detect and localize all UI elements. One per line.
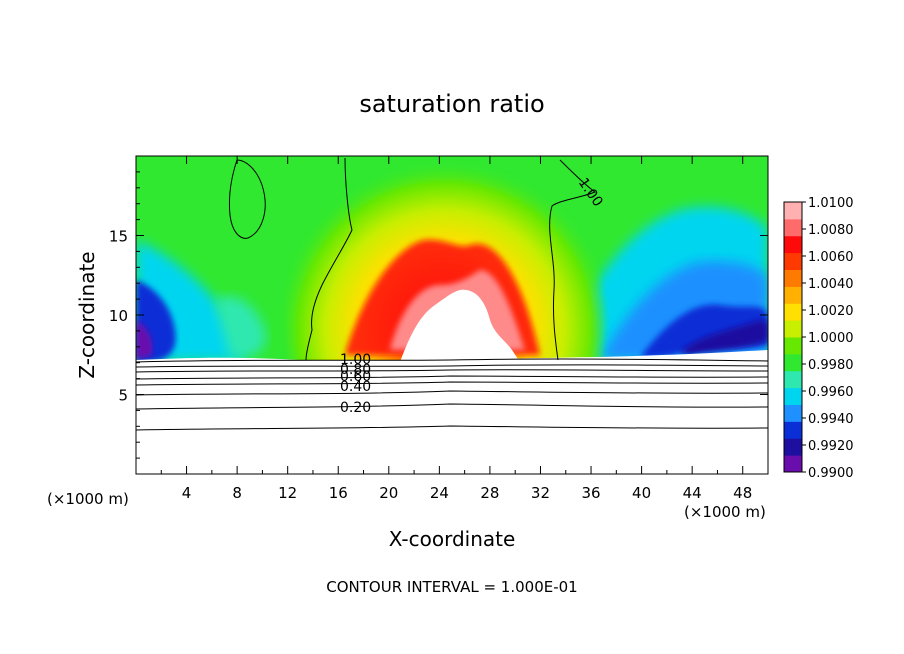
colorbar-swatch xyxy=(784,353,802,372)
colorbar-label: 1.0100 xyxy=(808,196,854,211)
y-tick-label: 10 xyxy=(109,307,128,325)
contour-interval-note: CONTOUR INTERVAL = 1.000E-01 xyxy=(326,578,577,596)
colorbar-swatch xyxy=(784,218,802,237)
x-tick-label: 44 xyxy=(683,484,702,502)
y-tick-label: 5 xyxy=(118,387,128,405)
contour-dome-left xyxy=(305,157,353,361)
colorbar-swatch xyxy=(784,455,802,473)
contour-level-8 xyxy=(136,425,768,431)
colorbar-label: 1.0020 xyxy=(808,304,854,319)
x-axis-ticks: 4 8 12 16 20 24 28 32 36 40 44 48 xyxy=(160,156,752,502)
colorbar-swatch xyxy=(784,421,802,439)
x-tick-label: 24 xyxy=(430,484,449,502)
colorbar-swatch xyxy=(784,387,802,405)
x-tick-label: 32 xyxy=(531,484,550,502)
contour-upper-left-lobe xyxy=(229,159,266,239)
contour-level-2 xyxy=(136,364,768,368)
colorbar-label: 0.9920 xyxy=(808,439,854,454)
colorbar-swatch xyxy=(784,404,802,422)
field-right-darkblue xyxy=(680,320,768,355)
colorbar-label: 0.9960 xyxy=(808,385,854,400)
field-left-purple xyxy=(136,320,153,360)
x-tick-label: 20 xyxy=(379,484,398,502)
contour-label-1: 1.00 xyxy=(340,352,371,368)
colorbar-swatch xyxy=(784,202,802,220)
x-tick-label: 12 xyxy=(278,484,297,502)
contour-label-3: 0.60 xyxy=(340,369,371,385)
y-tick-label: 15 xyxy=(109,228,128,246)
x-tick-label: 8 xyxy=(232,484,242,502)
x-unit-left: (×1000 m) xyxy=(47,490,129,508)
colorbar-label: 1.0080 xyxy=(808,223,854,238)
colorbar-swatch xyxy=(784,320,802,338)
field-midleft-cyan xyxy=(215,296,266,359)
x-tick-label: 16 xyxy=(329,484,348,502)
contour-level-6 xyxy=(136,390,768,396)
contour-label-4: 0.40 xyxy=(340,379,371,395)
colorbar-swatch xyxy=(784,438,802,456)
contour-level-5 xyxy=(136,381,768,386)
contour-label-5: 0.20 xyxy=(340,400,371,416)
contour-level-3 xyxy=(136,369,768,373)
colorbar-swatch xyxy=(784,286,802,304)
field-lower-white xyxy=(136,350,768,474)
x-axis-label: X-coordinate xyxy=(389,527,516,551)
colorbar-swatch xyxy=(784,303,802,321)
colorbar-label: 1.0060 xyxy=(808,250,854,265)
x-unit-right: (×1000 m) xyxy=(684,503,766,521)
colorbar-swatch xyxy=(784,337,802,355)
contour-lines xyxy=(136,157,768,431)
y-axis-ticks: 5 10 15 xyxy=(109,171,768,459)
colorbar-swatch xyxy=(784,252,802,270)
x-tick-label: 28 xyxy=(480,484,499,502)
colorbar-label: 0.9900 xyxy=(808,466,854,481)
colorbar-swatch xyxy=(784,235,802,254)
heatmap-field: 1.00 0.80 0.60 0.40 0.20 1.00 xyxy=(136,156,768,474)
contour-level-1 xyxy=(136,358,768,363)
contour-level-4 xyxy=(136,375,768,380)
field-white-core xyxy=(400,289,520,362)
chart-title: saturation ratio xyxy=(359,90,544,118)
colorbar-label: 0.9940 xyxy=(808,412,854,427)
contour-label-2: 0.80 xyxy=(340,362,371,378)
colorbar-swatch xyxy=(784,269,802,287)
colorbar: 1.0100 1.0080 1.0060 1.0040 1.0020 1.0000 0.99… xyxy=(783,196,854,481)
colorbar-swatch xyxy=(784,370,802,389)
contour-dome-right xyxy=(549,159,597,361)
colorbar-label: 1.0000 xyxy=(808,331,854,346)
x-tick-label: 4 xyxy=(182,484,192,502)
x-tick-label: 36 xyxy=(581,484,600,502)
x-tick-label: 48 xyxy=(733,484,752,502)
colorbar-label: 1.0040 xyxy=(808,277,854,292)
colorbar-label: 0.9980 xyxy=(808,358,854,373)
contour-level-7 xyxy=(136,403,768,410)
x-tick-label: 40 xyxy=(632,484,651,502)
y-axis-label: Z-coordinate xyxy=(75,251,99,378)
